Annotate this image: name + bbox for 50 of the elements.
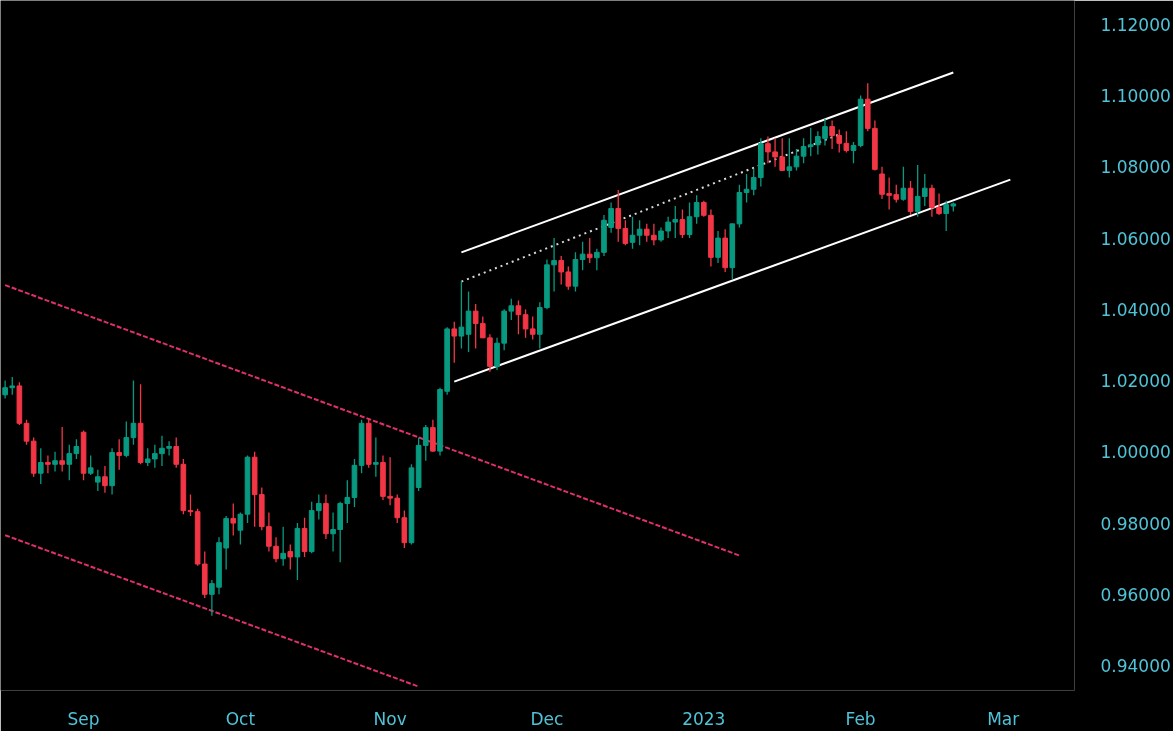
candlestick xyxy=(586,237,593,264)
candlestick xyxy=(301,517,308,558)
y-tick-label: 1.00000 xyxy=(1100,442,1171,463)
candlestick xyxy=(679,208,686,239)
candlestick xyxy=(779,137,786,172)
candlestick xyxy=(430,419,436,453)
candlestick xyxy=(116,438,123,471)
candlestick xyxy=(95,468,101,492)
candlestick xyxy=(686,201,693,239)
candlestick xyxy=(465,290,472,353)
candlestick xyxy=(287,543,294,571)
candlestick xyxy=(23,419,30,446)
candlestick xyxy=(515,299,522,335)
y-tick-label: 0.96000 xyxy=(1100,584,1171,605)
x-tick-label: Nov xyxy=(373,708,407,729)
candlestick xyxy=(451,321,458,364)
candlestick xyxy=(373,436,379,478)
candlestick xyxy=(850,141,857,164)
candlestick xyxy=(579,241,586,271)
candlestick xyxy=(280,525,286,567)
candlestick xyxy=(900,166,907,202)
candlestick xyxy=(87,454,94,476)
x-tick-label: Mar xyxy=(987,708,1020,729)
y-tick-label: 1.02000 xyxy=(1100,371,1171,392)
candlestick xyxy=(230,502,237,537)
candlestick xyxy=(59,426,65,473)
candlestick xyxy=(237,511,244,546)
candlestick xyxy=(45,454,51,474)
y-tick-label: 0.94000 xyxy=(1100,656,1171,677)
candlestick xyxy=(636,219,643,246)
candlestick xyxy=(102,465,108,494)
y-tick-label: 0.98000 xyxy=(1100,513,1171,534)
x-tick-label: Dec xyxy=(530,708,564,729)
candlestick xyxy=(693,194,700,225)
candlestick xyxy=(715,230,721,264)
y-tick-label: 1.06000 xyxy=(1100,228,1171,249)
x-tick-label: Feb xyxy=(845,708,876,729)
candlestick xyxy=(651,223,657,246)
y-tick-label: 1.10000 xyxy=(1100,86,1171,107)
candlestick xyxy=(37,447,44,485)
x-tick-label: 2023 xyxy=(682,708,726,729)
candlestick xyxy=(494,337,500,371)
candlestick xyxy=(187,493,194,517)
y-tick-label: 1.12000 xyxy=(1100,14,1171,35)
candlestick xyxy=(52,451,58,473)
x-tick-label: Oct xyxy=(225,708,256,729)
y-tick-label: 1.04000 xyxy=(1100,299,1171,320)
x-tick-label: Sep xyxy=(67,708,100,729)
candlestick xyxy=(458,280,465,350)
y-tick-label: 1.08000 xyxy=(1100,157,1171,178)
